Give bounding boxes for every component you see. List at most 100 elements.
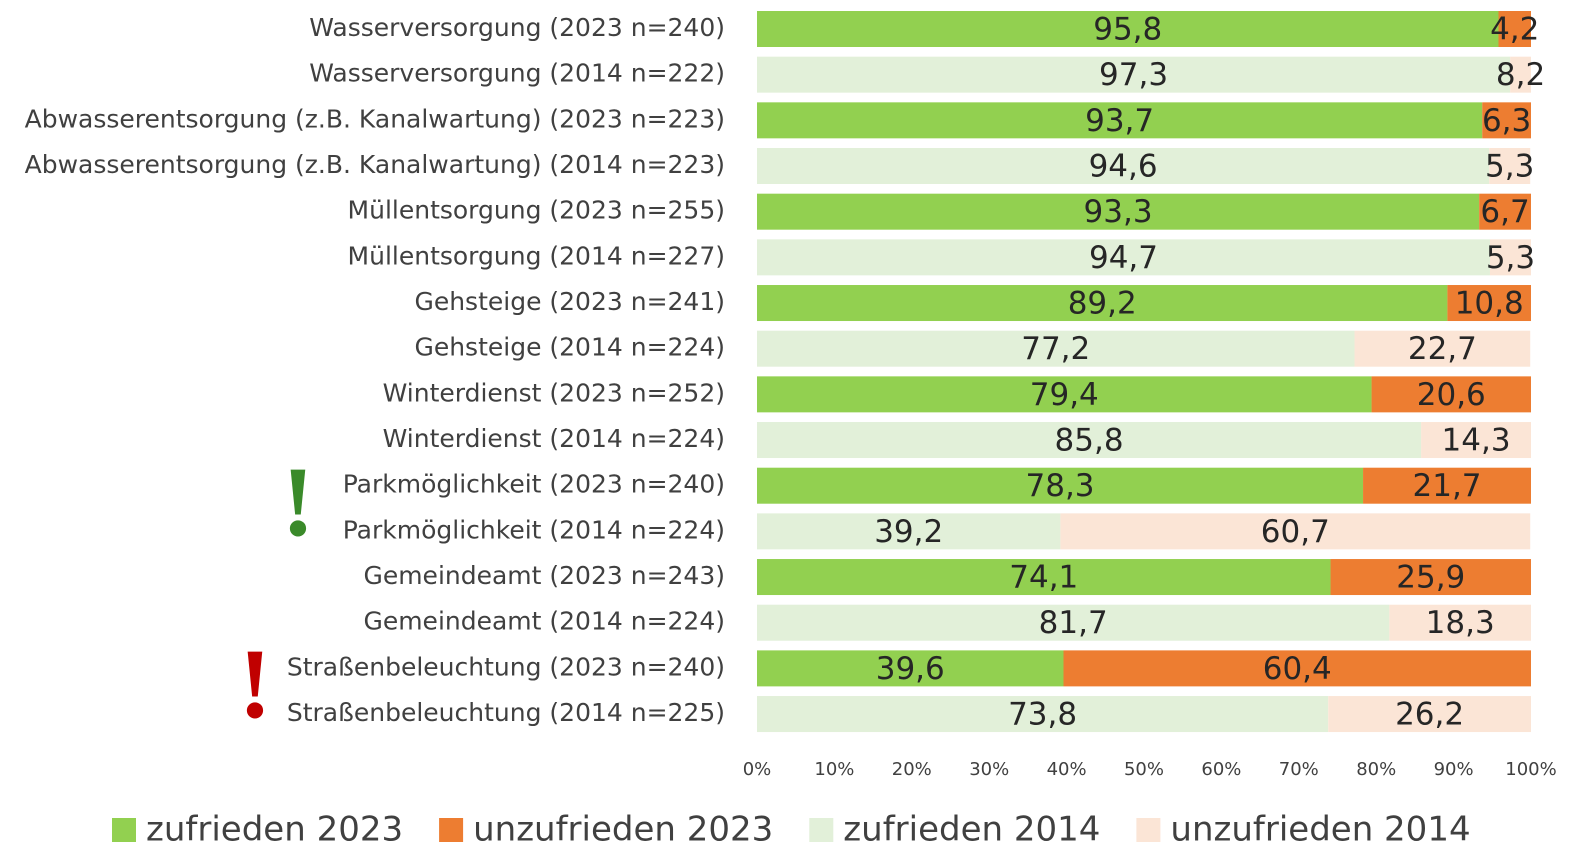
legend-swatch	[439, 818, 464, 842]
bar-segment	[1328, 696, 1531, 733]
bar-segment	[757, 148, 1490, 185]
bar-segment	[757, 376, 1372, 413]
bar-segment	[1330, 559, 1531, 596]
x-tick-label: 20%	[892, 759, 932, 780]
category-label: Abwasserentsorgung (z.B. Kanalwartung) (…	[25, 150, 725, 179]
category-label: Straßenbeleuchtung (2014 n=225)	[287, 698, 725, 727]
bar-segment	[1489, 239, 1531, 276]
bar-segment	[1482, 102, 1531, 139]
value-label: 77,2	[1021, 331, 1090, 367]
legend-label: zufrieden 2014	[843, 810, 1100, 849]
bar-segment	[757, 650, 1064, 687]
bar-segment	[1447, 285, 1531, 322]
bar-segment	[757, 422, 1422, 459]
value-label: 94,7	[1089, 240, 1158, 276]
value-label: 25,9	[1396, 560, 1465, 596]
x-tick-label: 0%	[743, 759, 772, 780]
x-tick-label: 70%	[1279, 759, 1319, 780]
bar-segment	[1510, 56, 1531, 93]
value-label: 95,8	[1093, 12, 1162, 48]
bar-segment	[757, 467, 1364, 504]
value-label: 8,2	[1496, 57, 1545, 93]
value-label: 4,2	[1490, 12, 1539, 48]
plot	[757, 11, 1531, 733]
category-label: Winterdienst (2014 n=224)	[383, 424, 725, 453]
annotation: !	[281, 446, 314, 557]
bar-segment	[757, 56, 1511, 93]
bar-segment	[757, 604, 1390, 641]
category-label: Wasserversorgung (2023 n=240)	[309, 13, 725, 42]
bar-segment	[1371, 376, 1531, 413]
value-label: 93,7	[1085, 103, 1154, 139]
category-label: Gemeindeamt (2023 n=243)	[363, 561, 725, 590]
category-label: Gehsteige (2023 n=241)	[414, 287, 725, 316]
value-label: 85,8	[1055, 423, 1124, 459]
value-label: 74,1	[1009, 560, 1078, 596]
category-label: Müllentsorgung (2023 n=255)	[348, 196, 725, 225]
bar-segment	[1363, 467, 1531, 504]
value-label: 79,4	[1030, 377, 1099, 413]
x-tick-label: 80%	[1356, 759, 1396, 780]
value-label: 10,8	[1455, 286, 1524, 322]
value-label: 6,3	[1482, 103, 1531, 139]
value-label: 39,6	[876, 651, 945, 687]
category-label: Abwasserentsorgung (z.B. Kanalwartung) (…	[25, 104, 725, 133]
value-label: 22,7	[1408, 331, 1477, 367]
value-label: 94,6	[1089, 149, 1158, 185]
value-label: 21,7	[1413, 468, 1482, 504]
category-label: Straßenbeleuchtung (2023 n=240)	[287, 652, 725, 681]
bar-segment	[1389, 604, 1531, 641]
value-label: 81,7	[1039, 605, 1108, 641]
x-tick-label: 100%	[1505, 759, 1556, 780]
bar-segment	[1060, 513, 1531, 550]
category-label: Parkmöglichkeit (2023 n=240)	[343, 470, 725, 499]
category-label: Winterdienst (2023 n=252)	[383, 378, 725, 407]
value-label: 73,8	[1008, 697, 1077, 733]
bar-segment	[1421, 422, 1531, 459]
bar-segment	[757, 239, 1490, 276]
legend-swatch	[1136, 818, 1161, 842]
bar-segment	[757, 285, 1448, 322]
category-label: Müllentsorgung (2014 n=227)	[348, 241, 725, 270]
bar-segment	[1498, 11, 1531, 47]
legend-swatch	[112, 818, 136, 842]
x-tick-label: 90%	[1434, 759, 1474, 780]
value-label: 18,3	[1426, 605, 1495, 641]
bar-segment	[757, 559, 1331, 596]
value-label: 60,7	[1261, 514, 1330, 550]
bar-segment	[1489, 148, 1531, 185]
category-label: Parkmöglichkeit (2014 n=224)	[343, 515, 725, 544]
bar-segment	[1479, 193, 1531, 230]
category-label: Wasserversorgung (2014 n=222)	[309, 59, 725, 88]
bar-segment	[757, 330, 1355, 367]
bar-segment	[757, 193, 1480, 230]
category-label: Gemeindeamt (2014 n=224)	[363, 607, 725, 636]
legend-label: unzufrieden 2023	[473, 810, 773, 849]
category-label: Gehsteige (2014 n=224)	[414, 333, 725, 362]
bar-segment	[1063, 650, 1531, 687]
bar-segment	[1354, 330, 1531, 367]
x-tick-label: 60%	[1201, 759, 1241, 780]
value-label: 5,3	[1485, 149, 1534, 185]
value-label: 39,2	[874, 514, 943, 550]
value-label: 26,2	[1395, 697, 1464, 733]
value-label: 60,4	[1263, 651, 1332, 687]
x-tick-label: 30%	[969, 759, 1009, 780]
x-tick-label: 50%	[1124, 759, 1164, 780]
value-label: 89,2	[1068, 286, 1137, 322]
x-tick-label: 10%	[814, 759, 854, 780]
bar-segment	[757, 513, 1061, 550]
legend-label: zufrieden 2023	[146, 810, 403, 849]
value-label: 78,3	[1026, 468, 1095, 504]
value-label: 5,3	[1486, 240, 1535, 276]
x-tick-label: 40%	[1047, 759, 1087, 780]
legend-label: unzufrieden 2014	[1170, 810, 1470, 849]
value-label: 6,7	[1480, 194, 1529, 230]
value-label: 93,3	[1084, 194, 1153, 230]
value-label: 20,6	[1417, 377, 1486, 413]
legend-swatch	[809, 818, 834, 842]
bar-segment	[757, 102, 1483, 139]
bar-segment	[757, 696, 1329, 733]
value-label: 14,3	[1442, 423, 1511, 459]
